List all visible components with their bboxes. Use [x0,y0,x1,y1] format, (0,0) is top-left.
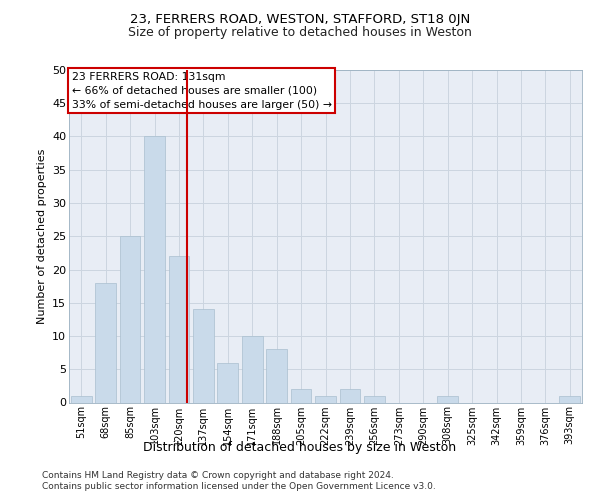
Bar [266,350,287,403]
Bar [290,389,311,402]
Text: 23, FERRERS ROAD, WESTON, STAFFORD, ST18 0JN: 23, FERRERS ROAD, WESTON, STAFFORD, ST18… [130,12,470,26]
Bar [559,396,580,402]
Bar [144,136,165,402]
Text: Contains HM Land Registry data © Crown copyright and database right 2024.: Contains HM Land Registry data © Crown c… [42,472,394,480]
Bar [193,310,214,402]
Y-axis label: Number of detached properties: Number of detached properties [37,148,47,324]
Text: Contains public sector information licensed under the Open Government Licence v3: Contains public sector information licen… [42,482,436,491]
Bar [119,236,140,402]
Bar [364,396,385,402]
Bar [95,283,116,403]
Bar [217,362,238,403]
Bar [437,396,458,402]
Bar [169,256,190,402]
Bar [71,396,92,402]
Text: Distribution of detached houses by size in Weston: Distribution of detached houses by size … [143,441,457,454]
Text: 23 FERRERS ROAD: 131sqm
← 66% of detached houses are smaller (100)
33% of semi-d: 23 FERRERS ROAD: 131sqm ← 66% of detache… [71,72,332,110]
Bar [340,389,361,402]
Text: Size of property relative to detached houses in Weston: Size of property relative to detached ho… [128,26,472,39]
Bar [242,336,263,402]
Bar [315,396,336,402]
